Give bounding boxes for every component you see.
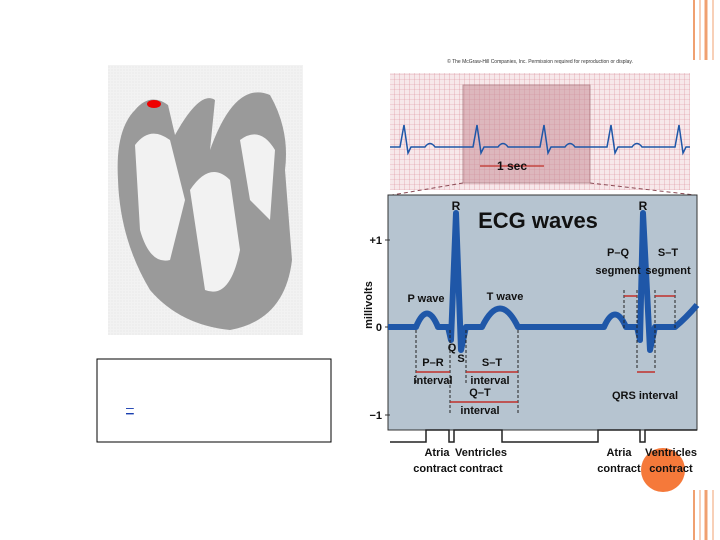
wave-label: S xyxy=(457,353,464,365)
interval-label: interval xyxy=(460,405,499,417)
contraction-label: Atria xyxy=(424,447,450,459)
axis-tick: 0 xyxy=(376,322,382,334)
interval-label: P–Q xyxy=(607,247,629,259)
link[interactable]: – xyxy=(126,399,134,415)
interval-label: segment xyxy=(595,265,641,277)
interval-label: segment xyxy=(645,265,691,277)
wave-label: T wave xyxy=(487,291,524,303)
accent-circle xyxy=(641,448,685,492)
interval-label: interval xyxy=(413,375,452,387)
contraction-label: Ventricles xyxy=(645,447,697,459)
interval-label: QRS interval xyxy=(612,390,678,402)
axis-tick: −1 xyxy=(369,410,382,422)
text-box xyxy=(96,358,332,443)
heart-image xyxy=(108,65,303,335)
ecg-figure: © The McGraw-Hill Companies, Inc. Permis… xyxy=(363,58,700,475)
strip-label: 1 sec xyxy=(497,159,527,173)
contraction-label: contract xyxy=(413,463,457,475)
interval-label: S–T xyxy=(482,357,502,369)
contraction-label: contract xyxy=(459,463,503,475)
contraction-label: Atria xyxy=(606,447,632,459)
peak-label: R xyxy=(452,199,461,213)
interval-label: Q–T xyxy=(469,387,491,399)
contraction-label: contract xyxy=(597,463,641,475)
peak-label: R xyxy=(639,199,648,213)
wave-label: Q xyxy=(448,342,457,354)
interval-label: P–R xyxy=(422,357,443,369)
axis-label: millivolts xyxy=(363,281,375,329)
contraction-label: Ventricles xyxy=(455,447,507,459)
edge-decoration xyxy=(693,0,714,540)
credit: © The McGraw-Hill Companies, Inc. Permis… xyxy=(447,58,633,65)
wave-label: P wave xyxy=(407,293,444,305)
contraction-label: contract xyxy=(649,463,693,475)
interval-label: S–T xyxy=(658,247,678,259)
ecg-title: ECG waves xyxy=(478,208,598,233)
interval-label: interval xyxy=(470,375,509,387)
axis-tick: +1 xyxy=(369,235,382,247)
